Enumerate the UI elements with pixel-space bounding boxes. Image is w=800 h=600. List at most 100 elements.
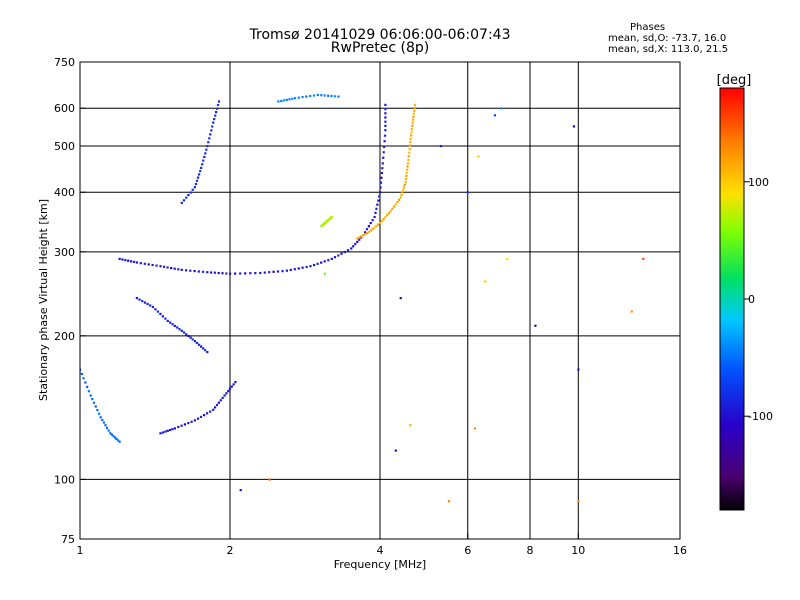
trace-point	[375, 224, 378, 228]
trace-point	[170, 267, 173, 270]
trace-point	[384, 124, 387, 127]
trace-point	[376, 203, 379, 206]
trace-point	[202, 270, 205, 273]
trace-point	[185, 196, 188, 199]
stats-header: Phases	[630, 22, 666, 33]
trace-point	[379, 191, 382, 194]
trace-point	[151, 305, 154, 309]
trace-point	[146, 302, 149, 306]
trace-point	[89, 394, 92, 397]
colorbar-label: [deg]	[717, 73, 752, 88]
trace-point	[208, 137, 211, 140]
trace-point	[204, 152, 207, 155]
scatter-point	[506, 257, 509, 260]
trace-point	[373, 215, 376, 219]
trace-point	[191, 188, 194, 191]
trace-point	[219, 399, 222, 402]
trace-point	[305, 265, 308, 269]
trace-point	[263, 271, 266, 274]
y-tick-label: 750	[54, 56, 75, 69]
trace-point	[381, 162, 384, 165]
trace-point	[410, 128, 413, 131]
trace-point	[301, 96, 304, 99]
trace-point	[378, 195, 381, 198]
trace-point	[412, 112, 415, 115]
trace-point	[403, 183, 406, 186]
trace-point	[386, 214, 389, 217]
trace-point	[249, 272, 252, 275]
colorbar-ticks: 100 0 -100	[744, 176, 773, 423]
trace-point	[141, 300, 144, 303]
trace-point	[106, 426, 109, 430]
trace-point	[340, 252, 343, 255]
trace-point	[305, 95, 308, 98]
trace-point	[156, 310, 159, 313]
trace-point	[201, 163, 204, 166]
trace-point	[330, 94, 333, 98]
trace-point	[132, 260, 136, 263]
trace-point	[367, 231, 371, 234]
trace-point	[382, 151, 385, 154]
trace-point	[116, 439, 120, 442]
trace-point	[169, 321, 172, 324]
trace-point	[166, 319, 169, 322]
trace-point	[358, 238, 361, 241]
trace-point	[171, 428, 174, 431]
trace-point	[173, 324, 176, 327]
colorbar-tick-label: -100	[748, 410, 773, 423]
trace-point	[200, 166, 203, 169]
trace-point	[177, 425, 180, 429]
trace-point	[210, 271, 213, 274]
trace-point	[163, 265, 166, 268]
trace-point	[189, 336, 192, 339]
trace-point	[193, 186, 196, 189]
trace-point	[352, 245, 355, 248]
trace-point	[327, 259, 330, 262]
trace-point	[358, 236, 361, 239]
trace-point	[399, 196, 402, 199]
axes: 1 2 4 6 8 10 16 75 100 200 300 400 500 600 750	[54, 56, 687, 557]
trace-point	[99, 416, 102, 419]
trace-point	[377, 223, 380, 226]
trace-point	[356, 237, 359, 240]
x-tick-label: 10	[571, 544, 585, 557]
trace-point	[171, 323, 174, 326]
trace-point	[143, 262, 146, 265]
trace-point	[360, 235, 363, 238]
trace-point	[316, 262, 319, 265]
trace-point	[397, 198, 401, 201]
trace-point	[362, 234, 365, 237]
trace-point	[379, 186, 382, 189]
trace-point	[383, 145, 386, 148]
trace-point	[394, 203, 397, 206]
trace-point	[402, 188, 405, 191]
trace-point	[383, 140, 386, 143]
trace-point	[217, 100, 221, 103]
y-tick-label: 600	[54, 102, 75, 115]
trace-point	[337, 254, 340, 257]
trace-point	[209, 410, 212, 413]
trace-point	[232, 383, 235, 386]
trace-point	[229, 272, 232, 275]
colorbar-tick-label: 0	[748, 293, 755, 306]
trace-point	[354, 243, 357, 246]
trace-point	[383, 134, 387, 137]
trace-point	[206, 145, 209, 148]
scatter-point	[239, 489, 242, 492]
trace-point	[225, 392, 228, 395]
trace-point	[380, 176, 383, 179]
trace-point	[221, 272, 224, 275]
scatter-point	[500, 107, 503, 110]
trace-point	[97, 412, 101, 415]
trace-point	[138, 298, 141, 301]
trace-point	[333, 256, 337, 259]
trace-point	[86, 385, 89, 388]
trace-point	[180, 268, 183, 271]
trace-point	[384, 216, 387, 219]
trace-point	[109, 432, 112, 435]
trace-point	[413, 103, 417, 106]
trace-point	[202, 347, 205, 350]
trace-point	[374, 211, 377, 214]
trace-point	[215, 403, 219, 407]
